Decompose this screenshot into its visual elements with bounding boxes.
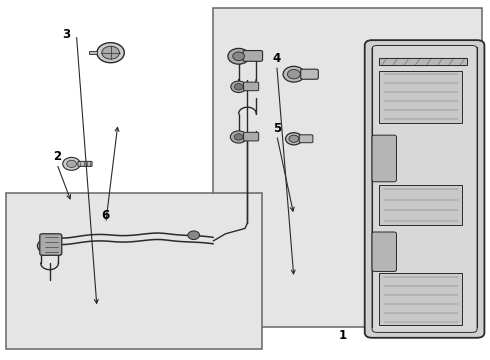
Circle shape <box>188 231 199 239</box>
Circle shape <box>228 48 249 64</box>
FancyBboxPatch shape <box>5 193 262 348</box>
FancyBboxPatch shape <box>372 45 477 332</box>
Circle shape <box>231 81 246 93</box>
FancyBboxPatch shape <box>379 185 463 225</box>
FancyBboxPatch shape <box>365 40 485 338</box>
Circle shape <box>233 52 245 60</box>
FancyBboxPatch shape <box>40 234 62 255</box>
FancyBboxPatch shape <box>78 161 92 166</box>
FancyBboxPatch shape <box>379 273 463 325</box>
Circle shape <box>37 239 57 253</box>
FancyBboxPatch shape <box>213 8 482 327</box>
FancyBboxPatch shape <box>299 135 313 143</box>
FancyBboxPatch shape <box>379 71 463 123</box>
Polygon shape <box>379 58 467 65</box>
Circle shape <box>286 133 302 145</box>
Text: 1: 1 <box>339 329 347 342</box>
Circle shape <box>288 69 300 79</box>
Circle shape <box>67 160 76 167</box>
Text: 3: 3 <box>63 28 71 41</box>
FancyBboxPatch shape <box>372 232 396 271</box>
Circle shape <box>102 46 120 59</box>
FancyBboxPatch shape <box>89 51 98 54</box>
Circle shape <box>234 84 243 90</box>
FancyBboxPatch shape <box>301 69 318 79</box>
FancyBboxPatch shape <box>372 135 396 182</box>
Circle shape <box>230 131 247 143</box>
FancyBboxPatch shape <box>244 132 259 141</box>
Text: 2: 2 <box>53 150 61 163</box>
Circle shape <box>97 42 124 63</box>
FancyBboxPatch shape <box>243 50 263 61</box>
FancyBboxPatch shape <box>244 82 259 91</box>
Circle shape <box>289 135 299 142</box>
Text: 6: 6 <box>101 210 110 222</box>
Polygon shape <box>379 58 467 65</box>
Text: 5: 5 <box>272 122 281 135</box>
Circle shape <box>63 157 80 170</box>
Circle shape <box>283 66 305 82</box>
Circle shape <box>234 134 243 140</box>
Text: 4: 4 <box>272 51 281 64</box>
